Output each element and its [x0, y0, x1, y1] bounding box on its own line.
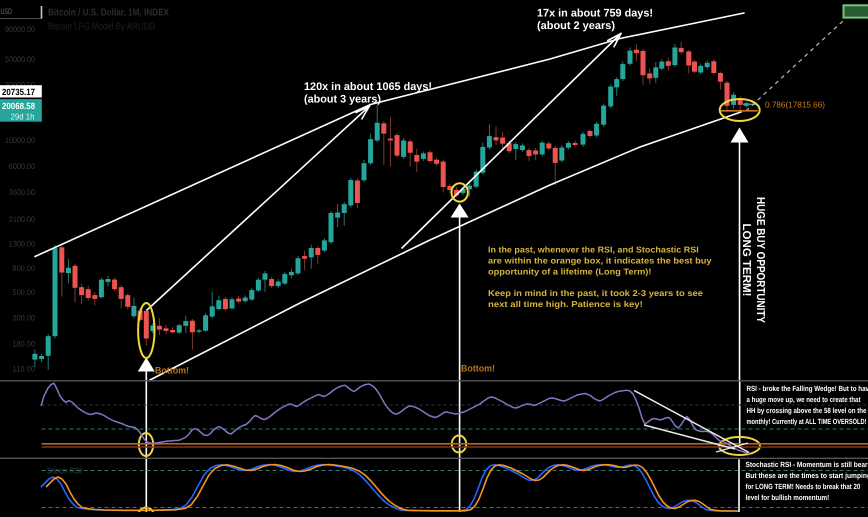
svg-text:120x in about 1065 days!: 120x in about 1065 days!	[304, 81, 432, 93]
svg-text:2100.00: 2100.00	[9, 215, 36, 224]
svg-text:1300.00: 1300.00	[9, 240, 36, 249]
svg-text:29d 1h: 29d 1h	[11, 112, 35, 122]
svg-text:180.00: 180.00	[13, 340, 36, 349]
svg-text:HH by crossing above the 58 le: HH by crossing above the 58 level on the	[747, 406, 867, 415]
svg-text:6000.00: 6000.00	[9, 162, 36, 171]
svg-text:10000.00: 10000.00	[5, 136, 35, 145]
svg-text:Bitcoin LFG Model By ARUDD: Bitcoin LFG Model By ARUDD	[48, 22, 155, 33]
svg-text:monthly! Currently at ALL TIME: monthly! Currently at ALL TIME OVERSOLD!	[747, 417, 867, 426]
svg-text:300.00: 300.00	[13, 314, 36, 323]
svg-text:Bottom!: Bottom!	[461, 364, 495, 375]
svg-text:90000.00: 90000.00	[5, 25, 35, 34]
svg-text:(about 2 years): (about 2 years)	[537, 20, 615, 32]
svg-text:next all time high. Patience i: next all time high. Patience is key!	[488, 299, 643, 309]
svg-text:20735.17: 20735.17	[2, 87, 35, 97]
svg-text:USD: USD	[1, 7, 13, 16]
svg-text:HUGE BUY OPPORTUNITY: HUGE BUY OPPORTUNITY	[754, 197, 766, 323]
svg-text:50000.00: 50000.00	[5, 55, 35, 64]
svg-text:(about 3 years): (about 3 years)	[304, 94, 381, 106]
svg-text:for LONG TERM! Needs to break: for LONG TERM! Needs to break that 20	[746, 482, 861, 491]
svg-text:In the past, whenever the RSI,: In the past, whenever the RSI, and Stoch…	[488, 245, 699, 255]
svg-text:800.00: 800.00	[13, 264, 36, 273]
svg-text:LONG TERM!: LONG TERM!	[740, 224, 752, 297]
svg-text:20068.58: 20068.58	[2, 101, 35, 111]
svg-text:level for bullish momentum!: level for bullish momentum!	[746, 493, 830, 502]
svg-text:Bitcoin / U.S. Dollar, 1M, IND: Bitcoin / U.S. Dollar, 1M, INDEX	[48, 8, 169, 19]
svg-text:0.786(17815.66): 0.786(17815.66)	[765, 100, 825, 110]
svg-text:opportunity of a lifetime (Lon: opportunity of a lifetime (Long Term)!	[488, 266, 652, 276]
svg-text:17x in about 759 days!: 17x in about 759 days!	[537, 8, 653, 20]
svg-text:110.00: 110.00	[13, 364, 36, 373]
svg-text:RSI - broke the Falling Wedge!: RSI - broke the Falling Wedge! But to ha…	[747, 384, 868, 393]
svg-text:Keep in mind in the past, it t: Keep in mind in the past, it took 2-3 ye…	[488, 288, 703, 298]
svg-text:Bottom!: Bottom!	[155, 366, 189, 377]
svg-text:500.00: 500.00	[13, 288, 36, 297]
svg-text:Stochastic RSI - Momentum is s: Stochastic RSI - Momentum is still beari…	[746, 460, 868, 469]
svg-text:But these are the times to sta: But these are the times to start jumping…	[746, 471, 868, 480]
svg-text:3600.00: 3600.00	[9, 188, 36, 197]
svg-text:are within the orange box, it: are within the orange box, it indicates …	[488, 255, 712, 265]
svg-text:a huge move up, we need to cre: a huge move up, we need to create that	[747, 395, 861, 404]
